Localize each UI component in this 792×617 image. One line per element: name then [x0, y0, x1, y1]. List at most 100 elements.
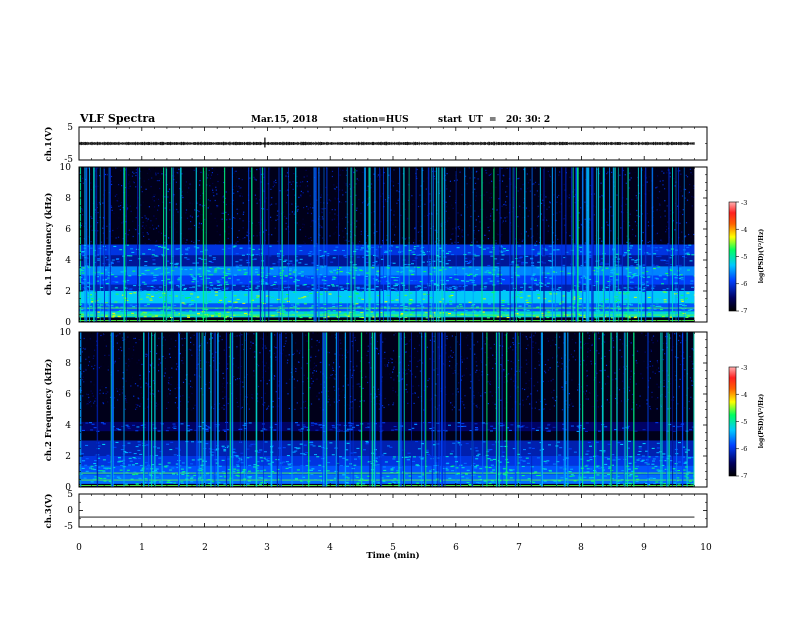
noise-speckle	[366, 333, 367, 334]
noise-speckle	[692, 368, 693, 369]
noise-speckle	[670, 176, 671, 177]
band-texture	[332, 306, 335, 307]
band-texture	[634, 273, 637, 274]
band-texture	[255, 288, 258, 289]
noise-speckle	[235, 212, 236, 213]
noise-speckle	[168, 380, 169, 381]
noise-speckle	[589, 240, 590, 241]
band-texture	[182, 285, 185, 286]
noise-speckle	[82, 209, 83, 210]
noise-speckle	[93, 358, 94, 359]
noise-speckle	[433, 361, 434, 362]
noise-speckle	[364, 400, 365, 401]
noise-speckle	[522, 199, 523, 200]
noise-speckle	[505, 168, 506, 169]
noise-speckle	[321, 194, 322, 195]
noise-speckle	[601, 241, 602, 242]
noise-speckle	[599, 382, 600, 383]
band-texture	[247, 254, 250, 255]
noise-speckle	[500, 357, 501, 358]
noise-speckle	[632, 234, 633, 235]
noise-speckle	[667, 222, 668, 223]
noise-speckle	[320, 403, 321, 404]
noise-speckle	[481, 349, 482, 350]
noise-speckle	[686, 175, 687, 176]
band-texture	[686, 247, 689, 248]
noise-speckle	[597, 400, 598, 401]
noise-speckle	[361, 231, 362, 232]
noise-speckle	[328, 391, 329, 392]
noise-speckle	[197, 240, 198, 241]
noise-speckle	[116, 388, 117, 389]
noise-speckle	[265, 371, 266, 372]
noise-speckle	[300, 182, 301, 183]
noise-speckle	[667, 205, 668, 206]
noise-speckle	[660, 216, 661, 217]
noise-speckle	[167, 196, 168, 197]
band-texture	[211, 290, 214, 291]
band-texture	[547, 273, 550, 274]
noise-speckle	[666, 229, 667, 230]
band-texture	[126, 300, 129, 301]
noise-speckle	[246, 235, 247, 236]
noise-speckle	[476, 219, 477, 220]
noise-speckle	[239, 228, 240, 229]
noise-speckle	[564, 168, 565, 169]
noise-speckle	[286, 190, 287, 191]
noise-speckle	[126, 400, 127, 401]
noise-speckle	[169, 377, 170, 378]
noise-speckle	[141, 228, 142, 229]
noise-speckle	[381, 175, 382, 176]
noise-speckle	[501, 234, 502, 235]
noise-speckle	[303, 401, 304, 402]
noise-speckle	[563, 218, 564, 219]
band-texture	[151, 273, 154, 274]
noise-speckle	[423, 243, 424, 244]
band-texture	[183, 304, 186, 305]
noise-speckle	[168, 237, 169, 238]
band-texture	[557, 316, 560, 317]
noise-speckle	[476, 370, 477, 371]
band-texture	[277, 256, 280, 257]
noise-speckle	[651, 392, 652, 393]
noise-speckle	[594, 193, 595, 194]
noise-speckle	[653, 336, 654, 337]
noise-speckle	[157, 383, 158, 384]
band-texture	[221, 268, 224, 269]
noise-speckle	[241, 334, 242, 335]
noise-speckle	[330, 184, 331, 185]
noise-speckle	[117, 399, 118, 400]
noise-speckle	[486, 172, 487, 173]
band-texture	[155, 289, 158, 290]
noise-speckle	[476, 171, 477, 172]
noise-speckle	[322, 227, 323, 228]
noise-speckle	[215, 200, 216, 201]
band-texture	[291, 305, 294, 306]
noise-speckle	[379, 394, 380, 395]
band-texture	[152, 259, 155, 260]
noise-speckle	[458, 226, 459, 227]
band-texture	[526, 302, 529, 303]
band-texture	[531, 265, 534, 266]
band-texture	[681, 301, 684, 302]
noise-speckle	[306, 170, 307, 171]
noise-speckle	[435, 230, 436, 231]
noise-speckle	[539, 368, 540, 369]
band-texture	[159, 297, 162, 298]
band-texture	[681, 295, 684, 296]
band-texture	[400, 305, 403, 306]
noise-speckle	[434, 178, 435, 179]
noise-speckle	[453, 340, 454, 341]
noise-speckle	[83, 381, 84, 382]
band-texture	[476, 307, 479, 308]
noise-speckle	[683, 209, 684, 210]
noise-speckle	[575, 342, 576, 343]
band-texture	[149, 313, 152, 314]
noise-speckle	[410, 356, 411, 357]
noise-speckle	[376, 231, 377, 232]
noise-speckle	[316, 345, 317, 346]
noise-speckle	[164, 235, 165, 236]
noise-speckle	[357, 384, 358, 385]
band-texture	[411, 309, 414, 310]
noise-speckle	[132, 176, 133, 177]
